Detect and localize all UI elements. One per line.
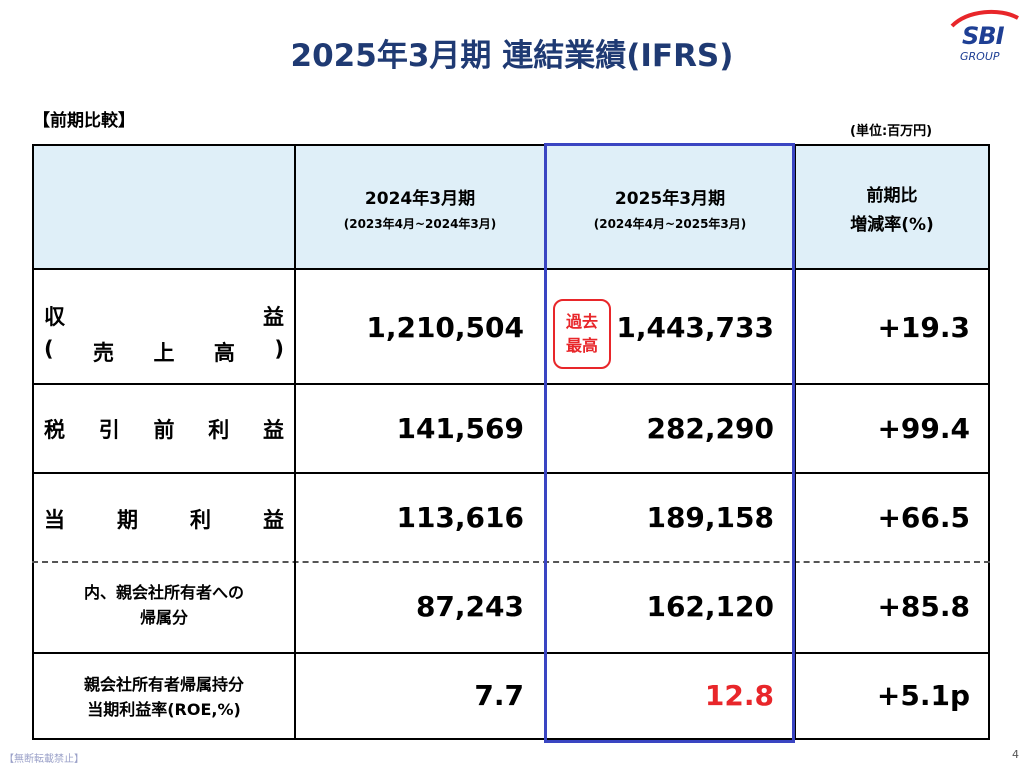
header-change-line1: 前期比 — [866, 186, 918, 206]
attributable-prev: 87,243 — [415, 590, 524, 623]
label-line: 内、親会社所有者への — [83, 583, 244, 602]
table-header-background — [34, 146, 988, 270]
logo-sub: GROUP — [960, 50, 1000, 63]
row-revenue-sublabel: ( 売 上 高 ) — [44, 337, 284, 367]
label-char: 税 — [44, 418, 65, 442]
header-current-year-period: (2024年4月~2025年3月) — [593, 217, 747, 231]
header-divider — [32, 268, 990, 270]
label-char: 益 — [263, 508, 284, 532]
label-char: ) — [274, 337, 284, 361]
sbi-logo-swoosh-icon — [950, 9, 1019, 28]
column-divider — [294, 144, 296, 740]
label-line: 当期利益率(ROE,%) — [87, 700, 241, 719]
attributable-current: 162,120 — [646, 590, 774, 623]
net-profit-prev: 113,616 — [396, 501, 524, 534]
header-prev-year-label: 2024年3月期 — [364, 189, 476, 209]
row-divider — [32, 652, 990, 654]
revenue-change: +19.3 — [877, 311, 970, 344]
badge-line2: 最高 — [565, 336, 598, 355]
header-current-year: 2025年3月期 (2024年4月~2025年3月) — [546, 146, 794, 270]
attributable-change: +85.8 — [877, 590, 970, 623]
label-char: 当 — [44, 508, 65, 532]
row-roe-label: 親会社所有者帰属持分 当期利益率(ROE,%) — [34, 672, 294, 722]
pretax-profit-prev: 141,569 — [396, 412, 524, 445]
logo-name: SBI — [962, 22, 1005, 50]
record-high-badge: 過去 最高 — [553, 299, 611, 369]
label-char: 上 — [153, 341, 175, 365]
roe-prev: 7.7 — [474, 679, 524, 712]
label-char: 売 — [93, 341, 115, 365]
label-line: 親会社所有者帰属持分 — [83, 675, 244, 694]
label-char: ( — [44, 337, 54, 361]
net-profit-change: +66.5 — [877, 501, 970, 534]
unit-label: (単位:百万円) — [850, 124, 933, 139]
current-year-highlight — [544, 143, 795, 743]
row-divider — [32, 383, 990, 385]
label-char: 利 — [190, 508, 211, 532]
row-net-profit-label: 当 期 利 益 — [44, 504, 284, 534]
label-line: 帰属分 — [139, 608, 188, 627]
label-char: 引 — [98, 418, 120, 442]
badge-line1: 過去 — [565, 312, 598, 331]
pretax-profit-current: 282,290 — [646, 412, 774, 445]
column-divider — [794, 144, 796, 740]
header-current-year-label: 2025年3月期 — [614, 189, 726, 209]
row-attributable-label: 内、親会社所有者への 帰属分 — [34, 580, 294, 630]
label-char: 利 — [208, 418, 230, 442]
header-change: 前期比 増減率(%) — [796, 146, 988, 270]
row-divider — [32, 472, 990, 474]
results-table — [32, 144, 990, 740]
revenue-prev: 1,210,504 — [366, 311, 524, 344]
label-char: 高 — [213, 341, 235, 365]
pretax-profit-change: +99.4 — [877, 412, 970, 445]
label-char: 前 — [153, 418, 175, 442]
row-divider-dashed — [32, 561, 990, 563]
section-label: 【前期比較】 — [33, 111, 135, 131]
page-number: 4 — [1012, 748, 1019, 761]
slide-title: 2025年3月期 連結業績(IFRS) — [290, 38, 734, 74]
roe-change: +5.1p — [876, 679, 970, 712]
label-char: 益 — [263, 418, 284, 442]
row-revenue-label: 収 益 — [44, 301, 284, 331]
row-pretax-profit-label: 税 引 前 利 益 — [44, 414, 284, 444]
header-change-line2: 増減率(%) — [850, 215, 934, 235]
label-char: 収 — [44, 305, 65, 329]
header-prev-year-period: (2023年4月~2024年3月) — [343, 217, 497, 231]
copyright-note: 【無断転載禁止】 — [4, 754, 84, 765]
revenue-current: 1,443,733 — [616, 311, 774, 344]
label-char: 益 — [263, 305, 284, 329]
roe-current: 12.8 — [704, 679, 774, 712]
label-char: 期 — [117, 508, 138, 532]
header-prev-year: 2024年3月期 (2023年4月~2024年3月) — [296, 146, 544, 270]
net-profit-current: 189,158 — [646, 501, 774, 534]
